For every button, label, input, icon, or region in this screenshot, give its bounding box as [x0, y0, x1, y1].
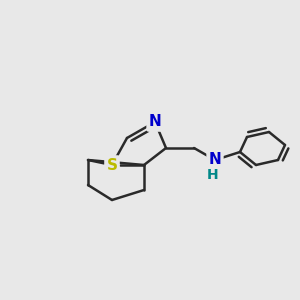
Text: H: H	[207, 168, 219, 182]
Text: S: S	[106, 158, 118, 172]
Text: N: N	[148, 115, 161, 130]
Text: N: N	[208, 152, 221, 167]
